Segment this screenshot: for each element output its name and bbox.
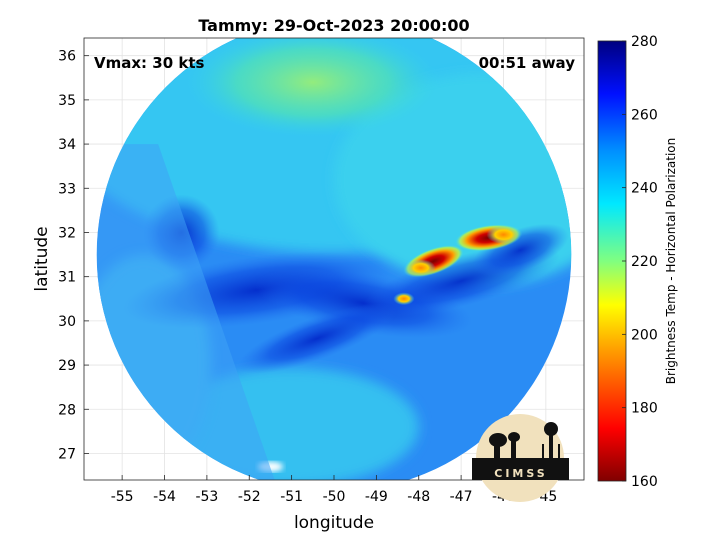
colorbar-tick-label: 200 — [631, 327, 658, 343]
x-tick-label: -50 — [323, 489, 346, 505]
colorbar-tick-label: 160 — [631, 474, 658, 490]
chart-title: Tammy: 29-Oct-2023 20:00:00 — [198, 16, 469, 35]
x-tick-label: -48 — [407, 489, 430, 505]
y-tick-label: 30 — [58, 314, 76, 330]
cimss-logo: CIMSS — [472, 414, 569, 502]
dark-blue-band — [237, 303, 398, 374]
colorbar-tick-label: 240 — [631, 181, 658, 197]
y-tick-label: 35 — [58, 93, 76, 109]
y-tick-label: 36 — [58, 49, 76, 65]
y-tick-label: 31 — [58, 270, 76, 286]
time-away-annotation: 00:51 away — [479, 54, 576, 72]
x-tick-label: -55 — [111, 489, 134, 505]
vmax-annotation: Vmax: 30 kts — [94, 54, 204, 72]
cold-cell — [393, 292, 415, 306]
y-tick-label: 29 — [58, 358, 76, 374]
colorbar-ticks: 160 180 200 220 240 260 280 — [622, 34, 658, 490]
x-axis-label: longitude — [294, 513, 374, 533]
x-tick-label: -51 — [280, 489, 303, 505]
colorbar-tick-label: 180 — [631, 401, 658, 417]
y-tick-label: 32 — [58, 225, 76, 241]
y-tick-label: 33 — [58, 181, 76, 197]
cold-cell — [486, 225, 521, 245]
dark-blue-band — [472, 223, 569, 277]
logo-text: CIMSS — [494, 467, 547, 480]
northern-warm-area — [185, 38, 440, 138]
colorbar — [597, 40, 627, 482]
x-tick-label: -52 — [238, 489, 261, 505]
x-axis-ticks: -55-54-53-52-51-50-49-48-47-46-45 — [111, 475, 557, 505]
colorbar-tick-label: 220 — [631, 254, 658, 270]
x-tick-label: -53 — [195, 489, 218, 505]
cold-cell — [406, 259, 436, 277]
swath-image — [96, 38, 572, 480]
colorbar-tick-label: 260 — [631, 107, 658, 123]
y-axis-ticks: 27 28 29 30 31 32 33 34 35 36 — [58, 49, 89, 462]
y-tick-label: 34 — [58, 137, 76, 153]
y-axis-label: latitude — [32, 226, 52, 291]
x-tick-label: -49 — [365, 489, 388, 505]
colorbar-tick-label: 280 — [631, 34, 658, 50]
x-tick-label: -54 — [153, 489, 176, 505]
y-tick-label: 28 — [58, 402, 76, 418]
colorbar-label: Brightness Temp - Horizontal Polarizatio… — [664, 138, 678, 385]
logo-buildings-icon — [472, 422, 569, 480]
x-tick-label: -47 — [450, 489, 473, 505]
y-tick-label: 27 — [58, 446, 76, 462]
